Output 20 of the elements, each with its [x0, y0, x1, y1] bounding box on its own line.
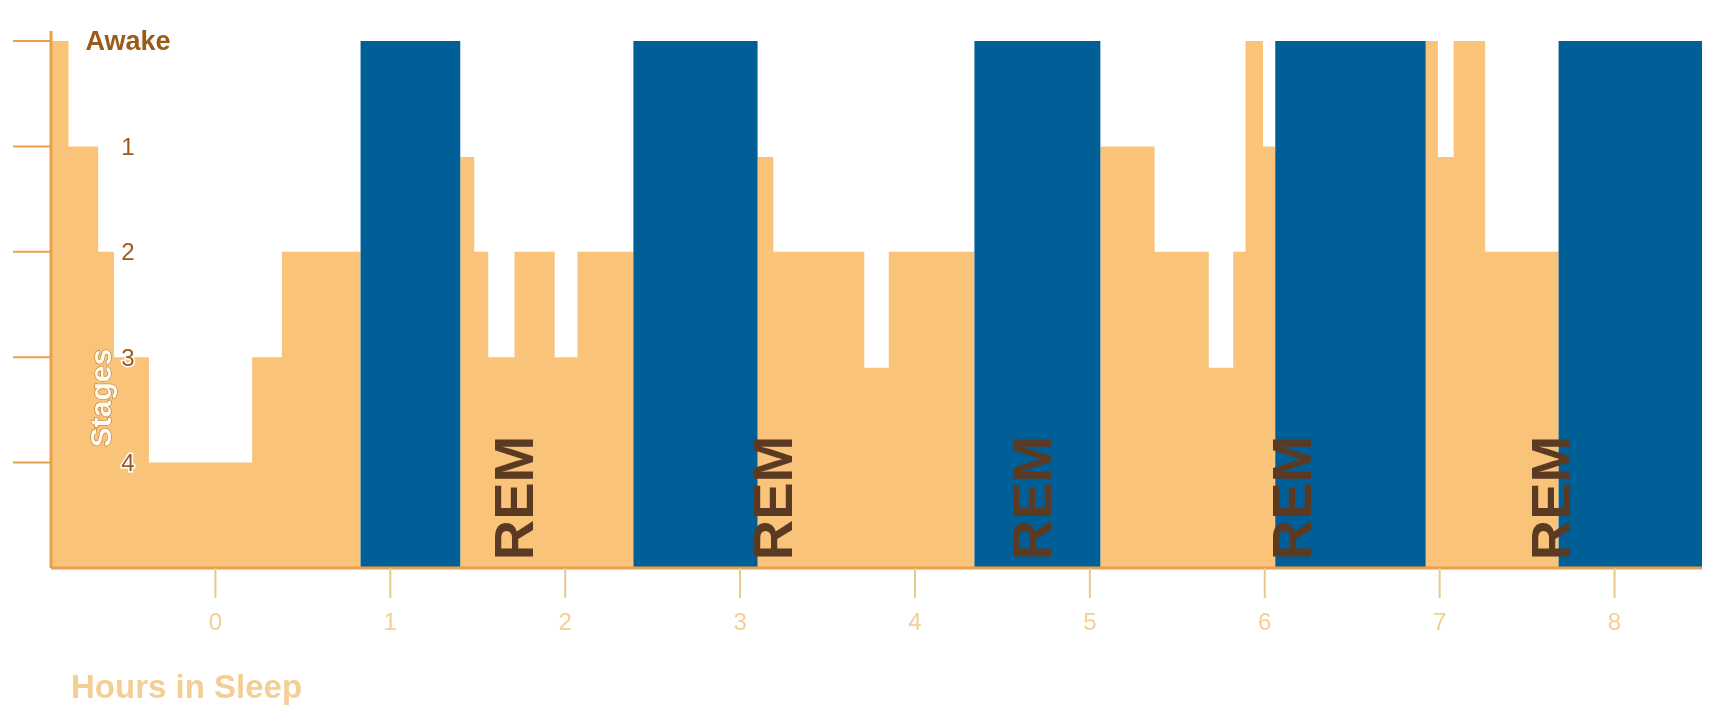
annotation: REM: [481, 435, 545, 561]
y-tick-label: 2: [121, 238, 135, 266]
y-tick-label: 4: [121, 449, 135, 476]
annotation: REM: [1000, 435, 1064, 561]
x-tick-label: 8: [1607, 608, 1622, 635]
x-axis-title: Hours in Sleep: [71, 668, 303, 705]
x-tick-label: 7: [1432, 608, 1447, 635]
annotation: REM: [1518, 435, 1582, 561]
y-tick-label: Awake: [85, 26, 171, 57]
x-tick-label: 6: [1258, 608, 1272, 635]
y-axis-title: Stages: [83, 348, 117, 448]
x-tick-label: 5: [1083, 608, 1097, 635]
x-tick-label: 2: [558, 608, 572, 635]
x-tick-label: 0: [208, 608, 223, 635]
x-tick-label: 4: [908, 608, 922, 635]
annotation: REM: [1259, 435, 1323, 561]
y-tick-label: 1: [121, 132, 135, 160]
x-tick-label: 1: [383, 608, 397, 635]
x-tick-label: 3: [733, 608, 747, 635]
annotation: REM: [741, 435, 805, 561]
